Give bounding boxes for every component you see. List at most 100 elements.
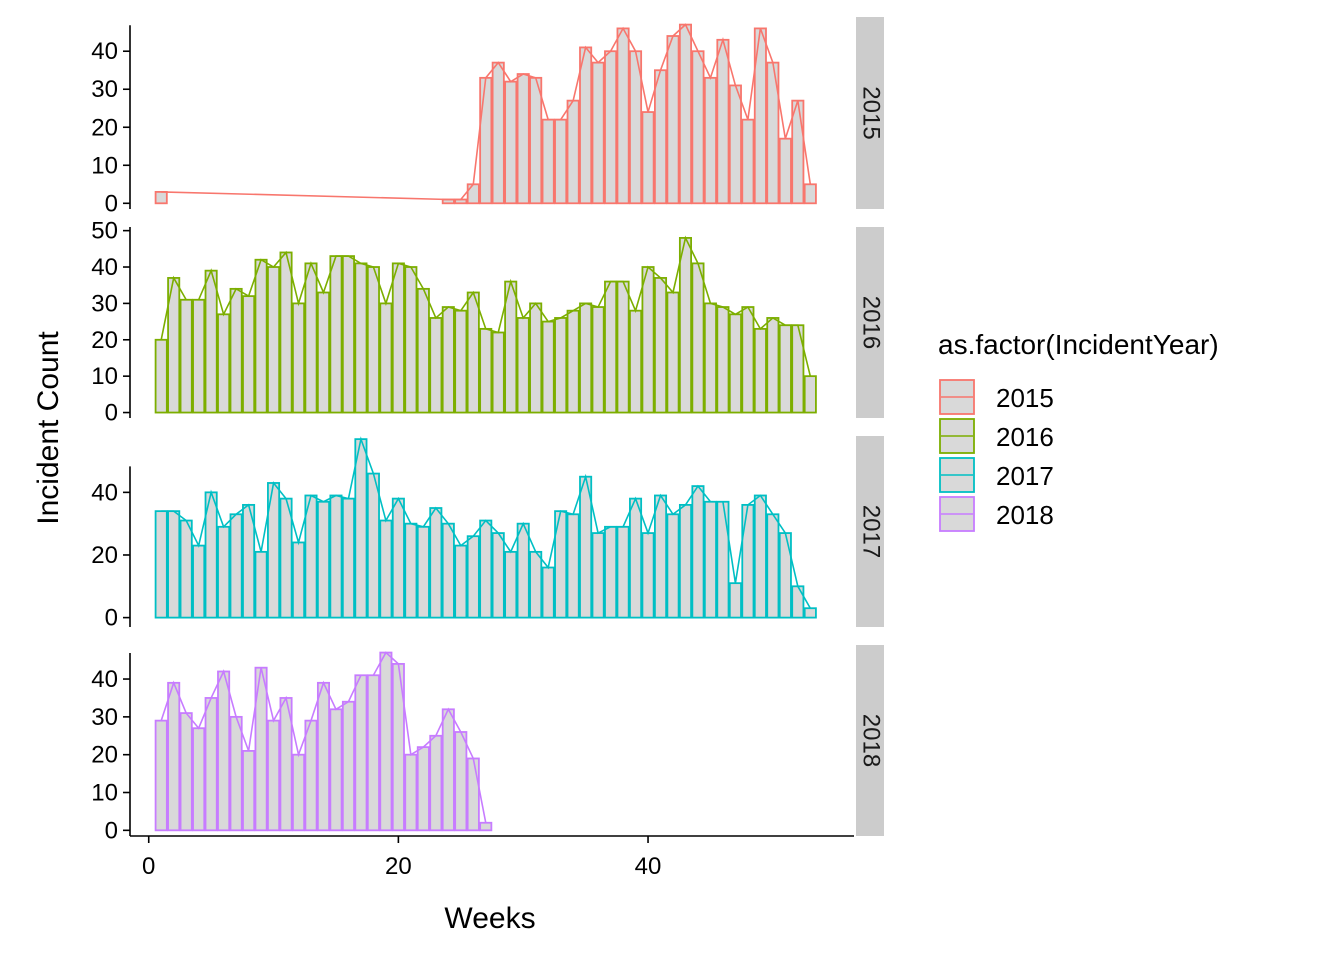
facet-strip-2018 [856,645,884,836]
bar-2016-week-8 [242,295,256,414]
bar-2015-week-45 [703,76,717,205]
bar-2018-week-5 [204,697,218,832]
bar-2016-week-48 [741,306,755,414]
bar-2016-week-36 [591,306,605,414]
bar-2017-week-42 [666,513,680,619]
bar-2018-week-13 [304,719,318,832]
bar-2017-week-32 [541,566,555,619]
bar-2015-week-35 [579,46,593,205]
bar-2016-week-41 [654,277,668,414]
bar-2017-week-24 [441,522,455,619]
bar-2016-week-15 [329,255,343,414]
bar-2015-week-32 [541,118,555,205]
y-tick-label-2015-30: 30 [91,76,118,103]
panel-2015: 0 10 20 30 40 2015 [91,17,885,217]
bar-2017-week-50 [766,513,780,619]
bar-2015-week-33 [554,118,568,205]
bar-2016-week-38 [616,280,630,414]
y-tick-label-2018-10: 10 [91,780,118,807]
bar-2016-week-37 [604,280,618,414]
bar-2018-week-14 [316,681,330,832]
bar-2017-week-51 [778,532,792,619]
bar-2016-week-7 [229,287,243,414]
bar-2017-week-18 [366,472,380,619]
bar-2017-week-14 [316,500,330,619]
y-tick-label-2017-40: 40 [91,479,118,506]
bar-2017-week-30 [516,522,530,619]
bar-2015-week-48 [741,118,755,205]
bar-2015-week-27 [479,76,493,205]
bar-2016-week-44 [691,262,705,414]
bar-2016-week-24 [441,306,455,414]
bar-2018-week-27 [479,821,493,832]
bar-2015-week-34 [566,99,580,205]
bar-2018-week-15 [329,708,343,832]
y-tick-label-2015-40: 40 [91,38,118,65]
bar-2016-week-43 [678,237,692,414]
bar-2015-week-40 [641,111,655,205]
bar-2015-week-36 [591,61,605,205]
x-tick-label-0: 0 [142,853,155,880]
bar-2017-week-31 [529,550,543,619]
facet-panels: 0 10 20 30 40 2015 0 10 20 30 40 50 2016 0 20 40 2017 0 10… [91,17,885,844]
bar-2018-week-24 [441,708,455,832]
bar-2018-week-22 [416,746,430,832]
bar-2017-week-7 [229,513,243,619]
bar-2016-week-4 [192,298,206,414]
bar-2018-week-7 [229,715,243,832]
y-tick-label-2017-20: 20 [91,542,118,569]
y-tick-label-2018-30: 30 [91,704,118,731]
bar-2017-week-27 [479,519,493,619]
bar-2016-week-19 [379,302,393,414]
bar-2017-week-6 [217,525,231,619]
bar-2018-week-1 [154,719,168,832]
bar-2016-week-29 [504,280,518,414]
bar-2016-week-1 [154,338,168,414]
bar-2018-week-21 [404,753,418,832]
bar-2016-week-28 [491,331,505,414]
panel-2017: 0 20 40 2017 [91,436,885,632]
facet-strip-2015 [856,17,884,209]
bar-2018-week-19 [379,651,393,832]
bar-2017-week-17 [354,438,368,619]
bar-2017-week-26 [466,535,480,619]
bar-2015-week-46 [716,38,730,205]
bar-2016-week-40 [641,266,655,414]
legend-label-2016: 2016 [996,422,1054,452]
bar-2016-week-50 [766,317,780,414]
bar-2015-week-43 [678,23,692,205]
bar-2018-week-25 [454,731,468,832]
legend-label-2017: 2017 [996,461,1054,491]
bar-2016-week-21 [404,266,418,414]
bar-2018-week-12 [291,753,306,832]
bar-2016-week-26 [466,291,480,414]
facet-strip-label-2018: 2018 [858,714,885,767]
bar-2016-week-31 [529,302,543,414]
bar-2017-week-46 [716,500,730,619]
facet-strip-2017 [856,436,884,627]
bar-2018-week-2 [167,681,181,832]
bar-2016-week-49 [753,327,767,414]
bar-2016-week-42 [666,291,680,414]
y-tick-label-2016-40: 40 [91,254,118,281]
bar-2016-week-18 [366,266,380,414]
bar-2017-week-45 [703,500,717,619]
facet-strip-label-2017: 2017 [858,505,885,558]
facet-strip-label-2016: 2016 [858,296,885,349]
bar-2017-week-48 [741,503,755,619]
bar-2017-week-20 [391,497,405,619]
bar-2017-week-37 [604,525,618,619]
bar-2016-week-25 [454,309,468,414]
line-2017 [161,436,812,609]
legend: as.factor(IncidentYear) 2015 2016 2017 2018 [938,329,1219,532]
panel-2018: 0 10 20 30 40 2018 [91,645,885,844]
legend-label-2018: 2018 [996,500,1054,530]
bar-2017-week-29 [504,550,518,619]
line-2016 [160,235,812,377]
bar-2017-week-16 [341,497,355,619]
y-tick-label-2016-50: 50 [91,218,118,245]
bar-2018-week-3 [179,712,193,832]
bar-2016-week-23 [429,317,443,414]
bar-2015-week-42 [666,35,680,205]
y-tick-label-2018-40: 40 [91,666,118,693]
